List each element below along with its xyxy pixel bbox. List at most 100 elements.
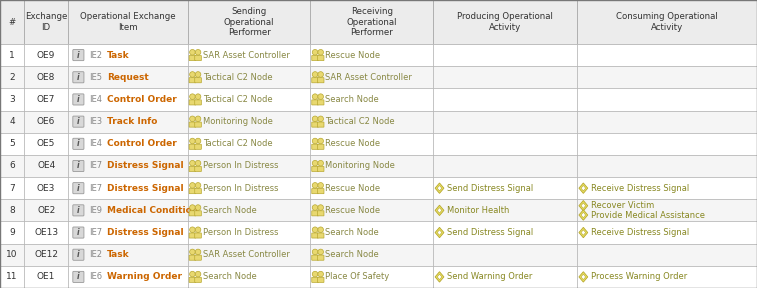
Bar bbox=[188, 244, 310, 266]
Text: i: i bbox=[77, 184, 79, 193]
FancyBboxPatch shape bbox=[189, 277, 196, 283]
Text: i: i bbox=[77, 139, 79, 148]
Text: OE4: OE4 bbox=[37, 162, 55, 170]
Text: IE2: IE2 bbox=[89, 250, 101, 259]
Text: i: i bbox=[77, 272, 79, 281]
Circle shape bbox=[195, 271, 201, 277]
Circle shape bbox=[318, 160, 323, 166]
Polygon shape bbox=[579, 272, 587, 282]
Text: Tactical C2 Node: Tactical C2 Node bbox=[203, 95, 273, 104]
Bar bbox=[310, 88, 433, 111]
Text: IE4: IE4 bbox=[89, 95, 101, 104]
Text: Process Warning Order: Process Warning Order bbox=[590, 272, 687, 281]
Text: Tactical C2 Node: Tactical C2 Node bbox=[203, 139, 273, 148]
Bar bbox=[68, 266, 188, 288]
FancyBboxPatch shape bbox=[73, 50, 84, 61]
Bar bbox=[310, 199, 433, 221]
FancyBboxPatch shape bbox=[195, 56, 201, 60]
Circle shape bbox=[190, 183, 195, 188]
Circle shape bbox=[318, 183, 323, 188]
Text: Search Node: Search Node bbox=[326, 250, 379, 259]
Polygon shape bbox=[579, 210, 587, 220]
Bar bbox=[0, 44, 24, 66]
Polygon shape bbox=[579, 227, 587, 238]
Bar bbox=[68, 177, 188, 199]
Polygon shape bbox=[581, 212, 586, 218]
Text: 6: 6 bbox=[9, 162, 15, 170]
Bar bbox=[0, 199, 24, 221]
Circle shape bbox=[313, 160, 318, 166]
Text: Consuming Operational
Activity: Consuming Operational Activity bbox=[616, 12, 718, 32]
Bar bbox=[577, 177, 757, 199]
Text: Monitoring Node: Monitoring Node bbox=[326, 162, 395, 170]
Circle shape bbox=[318, 249, 323, 255]
Text: 7: 7 bbox=[9, 184, 15, 193]
Bar bbox=[188, 199, 310, 221]
Bar bbox=[577, 244, 757, 266]
Polygon shape bbox=[581, 185, 586, 191]
FancyBboxPatch shape bbox=[317, 56, 324, 60]
Bar bbox=[310, 66, 433, 88]
Text: Tactical C2 Node: Tactical C2 Node bbox=[326, 117, 395, 126]
Bar bbox=[0, 111, 24, 133]
FancyBboxPatch shape bbox=[195, 100, 201, 105]
Bar bbox=[433, 221, 577, 244]
Text: OE5: OE5 bbox=[37, 139, 55, 148]
FancyBboxPatch shape bbox=[189, 166, 196, 171]
Circle shape bbox=[318, 205, 323, 210]
Bar bbox=[68, 155, 188, 177]
Text: Task: Task bbox=[107, 250, 129, 259]
Bar bbox=[24, 111, 68, 133]
Circle shape bbox=[190, 138, 195, 144]
Bar bbox=[433, 44, 577, 66]
Circle shape bbox=[313, 72, 318, 77]
Polygon shape bbox=[435, 272, 444, 282]
FancyBboxPatch shape bbox=[195, 166, 201, 171]
Text: IE7: IE7 bbox=[89, 162, 101, 170]
Bar bbox=[433, 155, 577, 177]
Text: Distress Signal: Distress Signal bbox=[107, 228, 184, 237]
Text: OE7: OE7 bbox=[37, 95, 55, 104]
Bar bbox=[188, 0, 310, 44]
FancyBboxPatch shape bbox=[195, 78, 201, 83]
Bar bbox=[433, 0, 577, 44]
Bar bbox=[188, 177, 310, 199]
Circle shape bbox=[313, 183, 318, 188]
Bar bbox=[24, 244, 68, 266]
Text: OE8: OE8 bbox=[37, 73, 55, 82]
Text: Rescue Node: Rescue Node bbox=[326, 184, 381, 193]
FancyBboxPatch shape bbox=[312, 122, 319, 127]
Bar bbox=[188, 44, 310, 66]
Bar bbox=[188, 266, 310, 288]
Text: IE2: IE2 bbox=[89, 51, 101, 60]
Text: Request: Request bbox=[107, 73, 149, 82]
FancyBboxPatch shape bbox=[317, 211, 324, 216]
Bar bbox=[24, 88, 68, 111]
Bar bbox=[577, 88, 757, 111]
Bar bbox=[0, 177, 24, 199]
Bar bbox=[188, 66, 310, 88]
Text: Recover Victim: Recover Victim bbox=[590, 201, 654, 210]
Bar bbox=[188, 155, 310, 177]
Bar bbox=[188, 88, 310, 111]
Text: 10: 10 bbox=[6, 250, 18, 259]
FancyBboxPatch shape bbox=[317, 78, 324, 83]
Text: #: # bbox=[8, 18, 16, 26]
Text: Search Node: Search Node bbox=[203, 272, 257, 281]
Bar bbox=[577, 155, 757, 177]
Text: OE9: OE9 bbox=[37, 51, 55, 60]
Circle shape bbox=[195, 94, 201, 99]
Text: 3: 3 bbox=[9, 95, 15, 104]
Bar bbox=[188, 133, 310, 155]
Circle shape bbox=[313, 249, 318, 255]
Bar bbox=[68, 66, 188, 88]
Bar bbox=[310, 177, 433, 199]
Circle shape bbox=[195, 183, 201, 188]
FancyBboxPatch shape bbox=[317, 122, 324, 127]
Circle shape bbox=[313, 94, 318, 99]
Bar bbox=[68, 88, 188, 111]
Bar bbox=[0, 88, 24, 111]
FancyBboxPatch shape bbox=[73, 183, 84, 194]
Text: i: i bbox=[77, 95, 79, 104]
FancyBboxPatch shape bbox=[195, 211, 201, 216]
